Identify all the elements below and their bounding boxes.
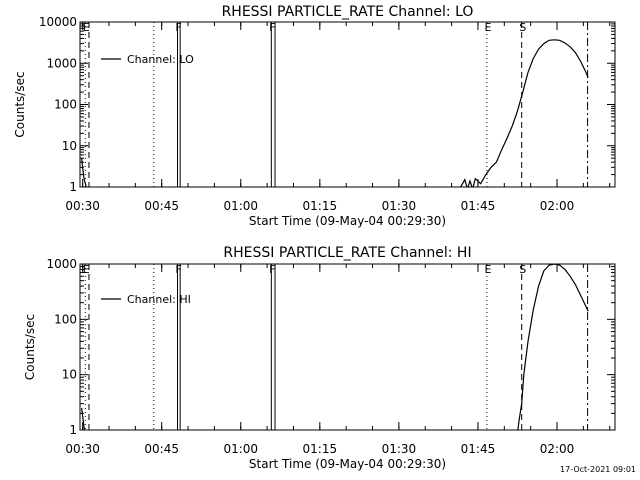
y-axis-label: Counts/sec: [23, 314, 37, 380]
x-tick-label: 02:00: [540, 199, 575, 213]
y-tick-label: 100: [54, 312, 77, 326]
event-marker-label: E: [484, 21, 491, 34]
x-tick-label: 01:30: [382, 442, 417, 456]
x-tick-label: 01:45: [461, 199, 496, 213]
x-tick-label: 00:30: [65, 199, 100, 213]
plot-frame: [79, 263, 616, 431]
data-line: [459, 39, 589, 187]
event-marker-label: S: [519, 21, 526, 34]
x-axis-label: Start Time (09-May-04 00:29:30): [249, 457, 446, 471]
y-tick-label: 10: [62, 368, 77, 382]
event-marker-label: E: [83, 21, 90, 34]
y-tick-label: 1: [69, 180, 77, 194]
y-tick-label: 10000: [39, 15, 77, 29]
x-tick-label: 01:00: [223, 199, 258, 213]
legend-label: Channel: LO: [127, 53, 194, 66]
y-tick-label: 1: [69, 423, 77, 437]
data-line: [81, 158, 87, 187]
legend-label: Channel: HI: [127, 293, 191, 306]
event-marker-label: F: [175, 263, 181, 276]
x-tick-label: 01:15: [303, 199, 338, 213]
x-tick-label: 02:00: [540, 442, 575, 456]
y-tick-label: 100: [54, 98, 77, 112]
x-tick-label: 01:30: [382, 199, 417, 213]
event-marker-label: F: [269, 263, 275, 276]
y-tick-label: 1000: [46, 56, 77, 70]
chart-title: RHESSI PARTICLE_RATE Channel: LO: [222, 4, 474, 20]
event-marker-label: E: [83, 263, 90, 276]
plot-frame: [79, 21, 616, 188]
x-tick-label: 00:30: [65, 442, 100, 456]
x-axis-label: Start Time (09-May-04 00:29:30): [249, 214, 446, 228]
data-line: [81, 407, 85, 430]
chart-panel-lo: RHESSI PARTICLE_RATE Channel: LO Counts/s…: [13, 4, 616, 228]
event-marker-label: E: [484, 263, 491, 276]
y-tick-label: 1000: [46, 257, 77, 271]
chart-panel-hi: RHESSI PARTICLE_RATE Channel: HI Counts/s…: [23, 245, 616, 471]
x-tick-label: 01:45: [461, 442, 496, 456]
x-tick-label: 01:15: [303, 442, 338, 456]
event-marker-label: F: [175, 21, 181, 34]
chart-title: RHESSI PARTICLE_RATE Channel: HI: [223, 245, 471, 261]
data-line: [517, 264, 589, 430]
footer-timestamp: 17-Oct-2021 09:01: [560, 465, 636, 474]
series-group: [81, 39, 589, 187]
event-marker-label: S: [519, 263, 526, 276]
x-tick-label: 00:45: [144, 199, 179, 213]
series-group: [81, 264, 589, 430]
y-axis-label: Counts/sec: [13, 71, 27, 137]
x-tick-label: 01:00: [223, 442, 258, 456]
x-tick-label: 00:45: [144, 442, 179, 456]
event-marker-label: F: [269, 21, 275, 34]
y-tick-label: 10: [62, 139, 77, 153]
